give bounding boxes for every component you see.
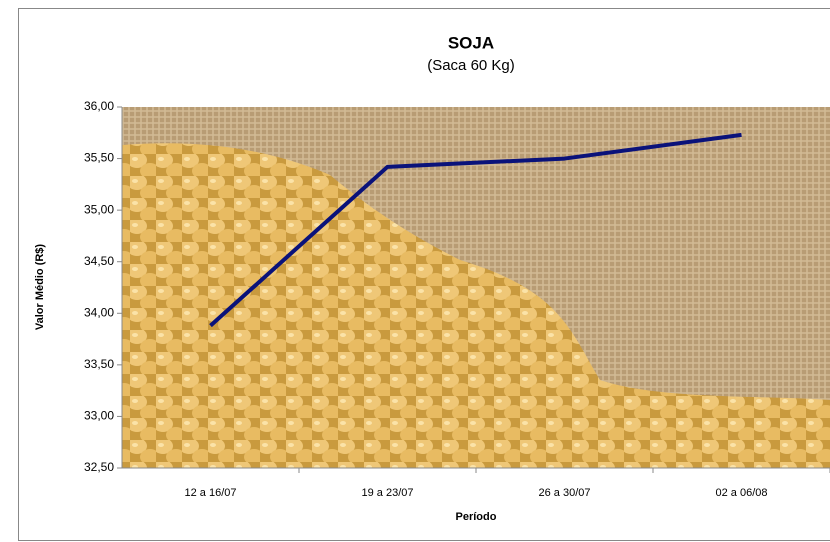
- y-tick-label: 35,50: [84, 151, 114, 165]
- frame: [18, 8, 830, 541]
- background-image: [122, 107, 830, 468]
- y-tick-label: 34,00: [84, 305, 114, 319]
- x-tick-label: 26 a 30/07: [539, 487, 591, 499]
- line: [209, 132, 742, 328]
- y-tick-label: 35,00: [84, 202, 114, 216]
- y-tick-label: 34,50: [84, 254, 114, 268]
- y-tick-label: 33,50: [84, 357, 114, 371]
- y-tick-label: 33,00: [84, 409, 114, 423]
- y-tick-label: 32,50: [84, 460, 114, 474]
- chart-title: SOJA: [448, 33, 494, 52]
- y-axis-label: Valor Médio (R$): [34, 244, 46, 331]
- x-axis-label: Período: [456, 511, 497, 523]
- x-tick-label: 12 a 16/07: [185, 487, 237, 499]
- chart-subtitle: (Saca 60 Kg): [427, 57, 515, 74]
- x-tick-label: 19 a 23/07: [362, 487, 414, 499]
- y-tick-label: 36,00: [84, 99, 114, 113]
- x-tick-label: 02 a 06/08: [716, 487, 768, 499]
